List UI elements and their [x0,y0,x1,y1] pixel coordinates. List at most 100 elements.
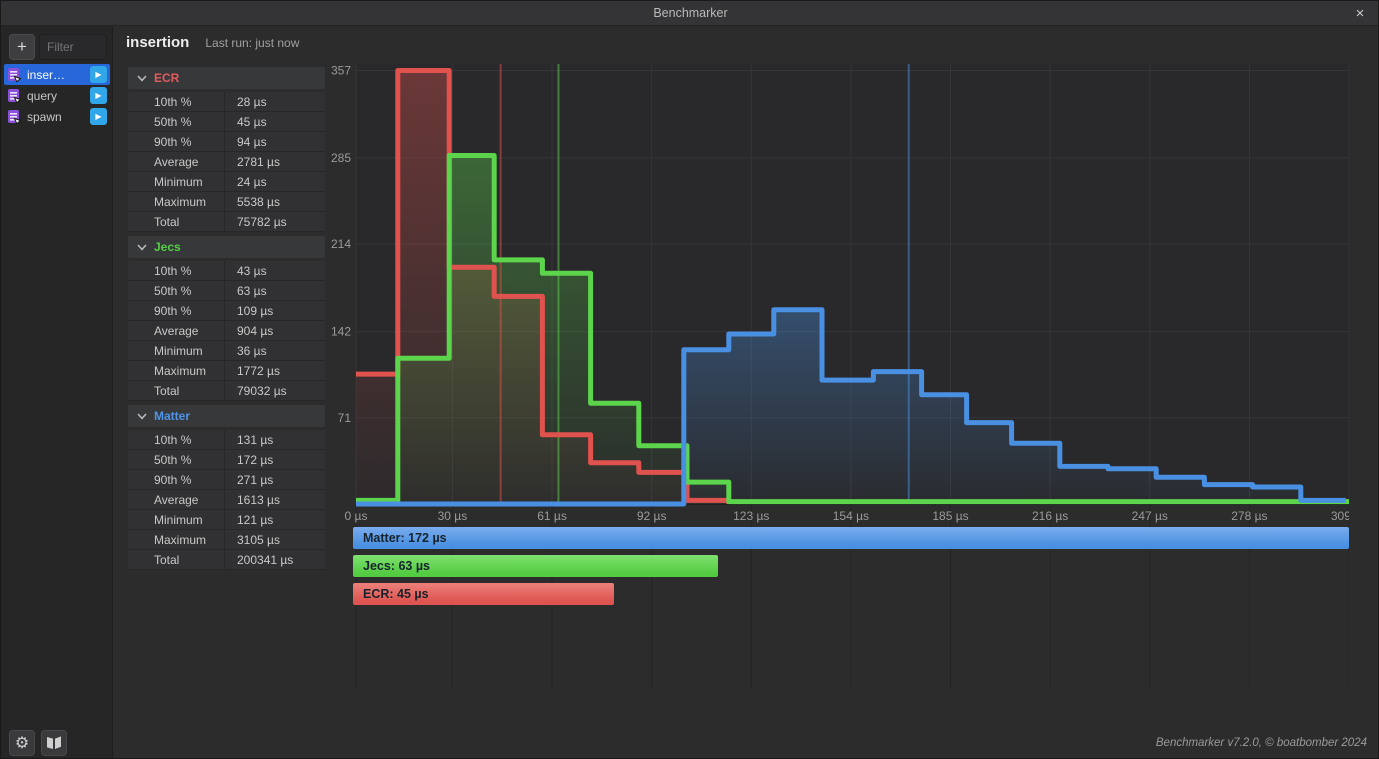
stat-label: Minimum [154,174,203,189]
stat-value: 2781 µs [224,152,325,171]
stat-label: 10th % [154,94,192,109]
filter-input[interactable] [39,34,107,60]
benchmark-item[interactable]: query ▶ [4,85,110,106]
series-fill-Jecs [356,155,1349,504]
stats-row: Average 1613 µs [128,490,325,510]
run-benchmark-button[interactable]: ▶ [90,108,107,125]
y-tick-label: 71 [338,411,352,425]
stats-row: Maximum 5538 µs [128,192,325,212]
stats-section-header[interactable]: Jecs [128,236,325,258]
stats-section-header[interactable]: ECR [128,67,325,89]
sidebar: + inser… ▶ query ▶ spawn ▶ ⚙ [1,26,113,758]
stat-label: Average [154,492,199,507]
y-tick-label: 285 [331,151,351,165]
stats-row: Maximum 1772 µs [128,361,325,381]
stat-value: 121 µs [224,510,325,529]
stats-row: Total 75782 µs [128,212,325,232]
benchmark-item-label: inser… [27,67,66,82]
stats-row: Average 904 µs [128,321,325,341]
stat-value: 75782 µs [224,212,325,231]
close-icon[interactable]: × [1355,5,1365,22]
stats-row: 50th % 63 µs [128,281,325,301]
stat-value: 904 µs [224,321,325,340]
stat-value: 79032 µs [224,381,325,400]
stats-section: ECR 10th % 28 µs 50th % 45 µs 90th % 94 µs Aver… [128,67,325,232]
stat-label: Total [154,552,180,567]
stats-row: Total 79032 µs [128,381,325,401]
series-line-Matter [356,307,1346,507]
stat-label: Total [154,214,180,229]
median-bar-Matter: Matter: 172 µs [353,527,1349,549]
stats-row: 10th % 28 µs [128,92,325,112]
benchmark-item-label: spawn [27,109,62,124]
add-benchmark-button[interactable]: + [9,34,35,60]
stat-value: 45 µs [224,112,325,131]
stats-row: Minimum 36 µs [128,341,325,361]
y-tick-label: 214 [331,237,351,251]
stats-row: 50th % 172 µs [128,450,325,470]
window-title: Benchmarker [653,6,728,20]
y-tick-label: 142 [331,325,351,339]
stat-label: Maximum [154,532,207,547]
benchmark-item[interactable]: spawn ▶ [4,106,110,127]
stats-section-title: ECR [154,71,180,85]
stat-value: 24 µs [224,172,325,191]
x-tick-label: 61 µs [537,509,567,523]
stat-value: 5538 µs [224,192,325,211]
x-tick-label: 247 µs [1132,509,1168,523]
stat-value: 3105 µs [224,530,325,549]
stat-value: 43 µs [224,261,325,280]
stats-row: 90th % 271 µs [128,470,325,490]
stat-label: 90th % [154,303,192,318]
page-title: insertion [126,34,190,51]
x-tick-label: 309 µs [1331,509,1349,523]
stat-label: 90th % [154,472,192,487]
benchmark-item[interactable]: inser… ▶ [4,64,110,85]
title-bar: Benchmarker × [1,1,1378,26]
book-icon [46,736,62,750]
benchmark-script-icon [8,88,22,104]
median-bar-ECR: ECR: 45 µs [353,583,614,605]
run-benchmark-button[interactable]: ▶ [90,66,107,83]
stat-label: Minimum [154,512,203,527]
stat-label: Maximum [154,194,207,209]
stat-value: 1772 µs [224,361,325,380]
stat-label: 10th % [154,432,192,447]
benchmark-list: inser… ▶ query ▶ spawn ▶ [4,64,110,127]
y-tick-label: 357 [331,64,351,78]
stat-label: 50th % [154,283,192,298]
last-run-label: Last run: just now [205,36,300,50]
x-tick-label: 0 µs [345,509,368,523]
stats-row: 50th % 45 µs [128,112,325,132]
benchmark-script-icon [8,109,22,125]
version-label: Benchmarker v7.2.0, © boatbomber 2024 [1155,737,1367,749]
stat-value: 131 µs [224,430,325,449]
stat-value: 63 µs [224,281,325,300]
stat-value: 1613 µs [224,490,325,509]
stats-row: 10th % 131 µs [128,430,325,450]
stat-label: Average [154,323,199,338]
stats-section-header[interactable]: Matter [128,405,325,427]
stat-label: 10th % [154,263,192,278]
stats-row: Total 200341 µs [128,550,325,570]
series-line-Jecs [356,153,1349,505]
stats-section-title: Matter [154,409,191,423]
stats-row: 90th % 94 µs [128,132,325,152]
benchmark-header: insertion Last run: just now [126,34,299,51]
chevron-down-icon [137,74,147,82]
x-tick-label: 278 µs [1231,509,1267,523]
stat-label: 90th % [154,134,192,149]
stat-label: Minimum [154,343,203,358]
stat-value: 172 µs [224,450,325,469]
stat-value: 36 µs [224,341,325,360]
stats-section: Matter 10th % 131 µs 50th % 172 µs 90th % 271 … [128,405,325,570]
settings-button[interactable]: ⚙ [9,730,35,756]
median-bar-label: Matter: 172 µs [363,531,447,545]
stat-value: 271 µs [224,470,325,489]
run-benchmark-button[interactable]: ▶ [90,87,107,104]
x-tick-label: 185 µs [932,509,968,523]
stats-row: 90th % 109 µs [128,301,325,321]
docs-button[interactable] [41,730,67,756]
stat-value: 109 µs [224,301,325,320]
